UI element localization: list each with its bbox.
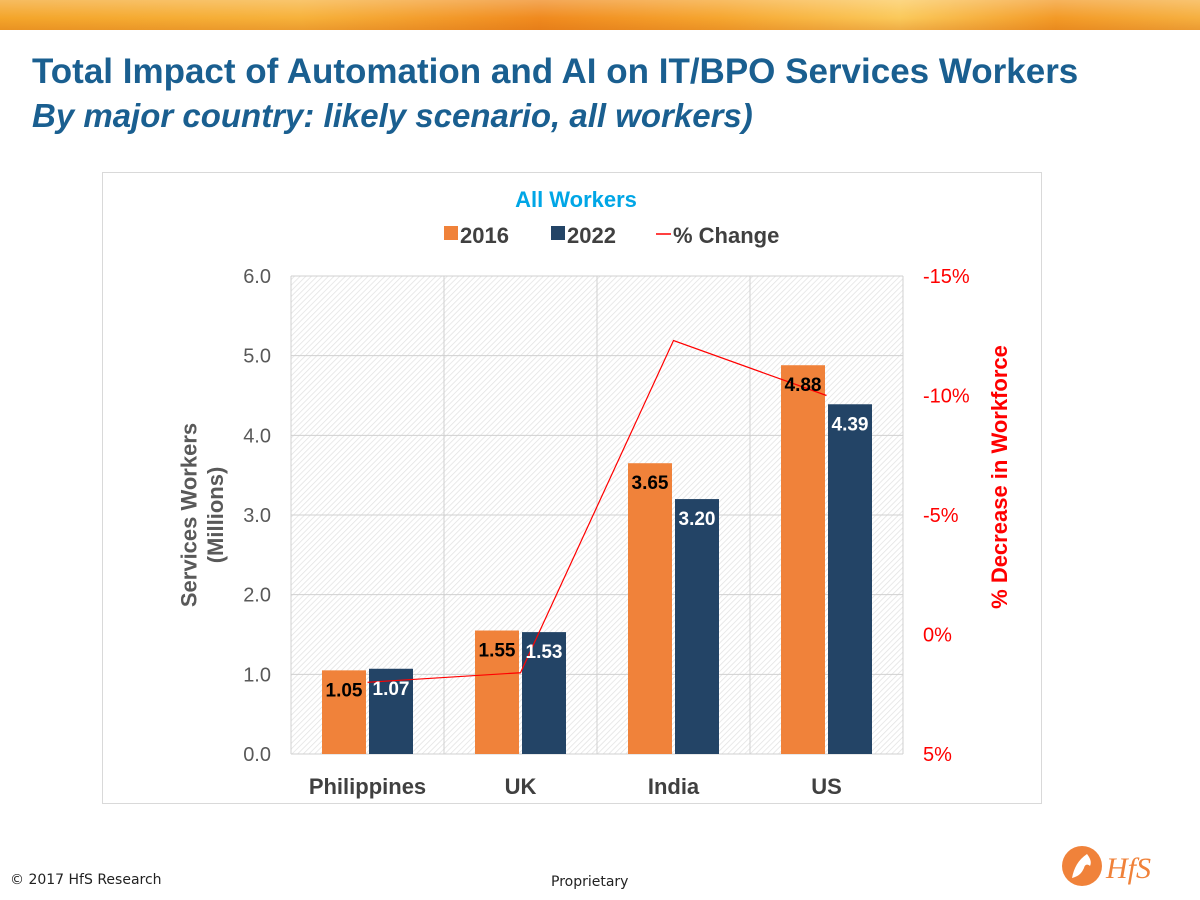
y2-tick-label: -5% (923, 505, 959, 527)
y-axis-title: Services Workers(Millions) (177, 423, 228, 607)
legend-label-change: % Change (673, 223, 779, 248)
legend: 2016 2022 % Change (444, 223, 779, 248)
bar-2016-us (781, 365, 825, 754)
bars (322, 365, 872, 754)
y2-tick-label: -15% (923, 266, 970, 288)
bar-2022-india (675, 499, 719, 754)
x-category-label: India (648, 774, 700, 799)
x-category-label: Philippines (309, 774, 426, 799)
slide-subtitle: By major country: likely scenario, all w… (32, 97, 753, 134)
y2-tick-label: 5% (923, 744, 952, 766)
y2-tick-label: 0% (923, 625, 952, 647)
y-tick-label: 6.0 (243, 266, 271, 288)
data-label: 1.05 (326, 680, 363, 701)
bar-2016-philippines (322, 670, 366, 754)
y-tick-label: 0.0 (243, 744, 271, 766)
top-banner (0, 0, 1200, 30)
logo-text: HfS (1105, 852, 1151, 885)
gridlines (290, 275, 904, 755)
data-label: 3.20 (679, 509, 716, 530)
legend-label-2016: 2016 (460, 223, 509, 248)
slide-title: Total Impact of Automation and AI on IT/… (32, 52, 1079, 91)
y2-tick-label: -10% (923, 386, 970, 408)
data-label: 4.39 (832, 414, 869, 435)
chart-frame: 1.05 1.07 1.55 1.53 3.65 3.20 4.88 4.39 0.0 1.0 2… (102, 172, 1042, 804)
x-category-label: UK (505, 774, 537, 799)
bar-2016-india (628, 463, 672, 754)
bar-2022-us (828, 404, 872, 754)
y-tick-label: 5.0 (243, 346, 271, 368)
data-label: 1.55 (479, 641, 516, 662)
y2-axis-title: % Decrease in Workforce (987, 345, 1012, 609)
legend-swatch-2022 (551, 226, 565, 240)
bar-chart: 1.05 1.07 1.55 1.53 3.65 3.20 4.88 4.39 0.0 1.0 2… (177, 187, 1012, 799)
y-tick-label: 1.0 (243, 664, 271, 686)
chart-title: All Workers (515, 187, 637, 212)
legend-swatch-2016 (444, 226, 458, 240)
y-tick-label: 4.0 (243, 425, 271, 447)
percent-change-polyline (367, 339, 827, 683)
data-label: 1.07 (373, 679, 410, 700)
axes: 0.0 1.0 2.0 3.0 4.0 5.0 6.0 5% 0% -5% -10% -15% Phil… (177, 266, 1012, 799)
proprietary-label: Proprietary (551, 874, 629, 890)
bar-2022-philippines (369, 668, 413, 754)
percent-change-line (367, 339, 827, 683)
bar-2016-uk (475, 630, 519, 754)
copyright-text: © 2017 HfS Research (10, 872, 162, 888)
data-labels: 1.05 1.07 1.55 1.53 3.65 3.20 4.88 4.39 (326, 375, 869, 701)
data-label: 1.53 (526, 642, 563, 663)
data-label: 3.65 (632, 473, 669, 494)
data-label: 4.88 (785, 375, 822, 396)
x-category-label: US (811, 774, 842, 799)
y-tick-label: 2.0 (243, 585, 271, 607)
legend-label-2022: 2022 (567, 223, 616, 248)
hfs-logo: HfS (1062, 846, 1151, 886)
y-tick-label: 3.0 (243, 505, 271, 527)
